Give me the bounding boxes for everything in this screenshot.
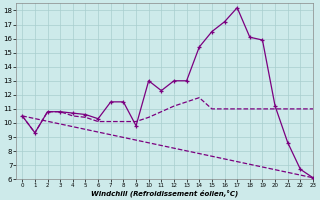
X-axis label: Windchill (Refroidissement éolien,°C): Windchill (Refroidissement éolien,°C) [91,189,238,197]
